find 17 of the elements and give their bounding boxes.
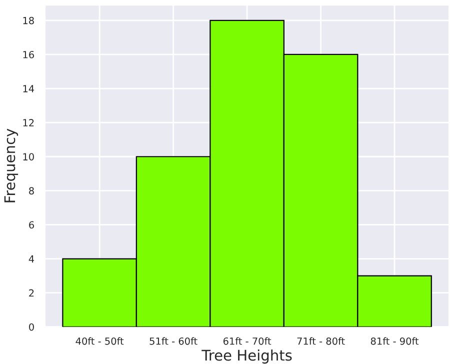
y-tick-label: 16	[23, 50, 34, 58]
y-tick-label: 12	[23, 119, 34, 126]
y-tick-label: 18	[23, 16, 34, 24]
y-tick-label: 2	[29, 289, 34, 297]
x-tick-label: 40ft - 50ft	[76, 337, 124, 345]
y-tick-label: 10	[23, 153, 34, 160]
x-tick-label: 71ft - 80ft	[297, 337, 345, 345]
x-axis-title: Tree Heights	[202, 349, 292, 364]
x-tick-label: 81ft - 90ft	[370, 337, 419, 345]
x-tick-label: 51ft - 60ft	[150, 337, 198, 345]
y-tick-label: 0	[29, 323, 34, 331]
y-tick-label: 4	[28, 255, 34, 262]
y-tick-label: 6	[29, 221, 34, 229]
y-tick-label: 8	[29, 187, 34, 194]
y-tick-label: 14	[23, 85, 34, 92]
x-tick-label: 61ft - 70ft	[223, 337, 272, 345]
y-axis-title: Frequency	[4, 128, 18, 202]
